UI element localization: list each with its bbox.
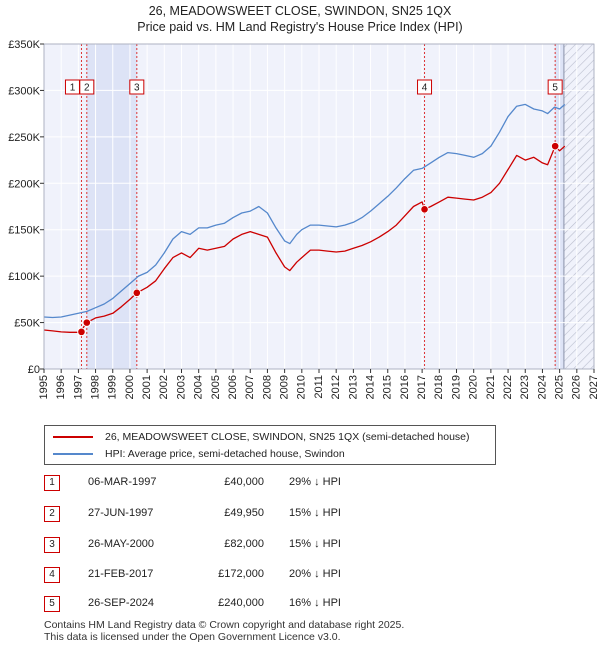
x-tick-label: 2006	[227, 375, 239, 399]
price-chart: 26, MEADOWSWEET CLOSE, SWINDON, SN25 1QX…	[8, 4, 600, 399]
transaction-number: 5	[44, 596, 60, 612]
x-tick-label: 2011	[313, 375, 325, 399]
transaction-price: £82,000	[224, 538, 264, 550]
chart-title: 26, MEADOWSWEET CLOSE, SWINDON, SN25 1QX	[149, 4, 452, 18]
sale-marker	[77, 327, 86, 337]
x-tick-label: 2001	[141, 375, 153, 399]
sale-label-box	[79, 79, 95, 95]
footer-copyright: Contains HM Land Registry data © Crown c…	[44, 619, 405, 631]
legend-item-property: 26, MEADOWSWEET CLOSE, SWINDON, SN25 1QX…	[53, 429, 470, 445]
x-tick-label: 2023	[519, 375, 531, 399]
sale-period-shade	[86, 44, 137, 369]
legend-line-hpi	[53, 453, 93, 455]
sale-marker	[420, 204, 429, 214]
x-tick-label: 2017	[416, 375, 428, 399]
x-tick-label: 2018	[433, 375, 445, 399]
sale-label: 5	[552, 83, 558, 94]
transaction-number: 2	[44, 506, 60, 522]
x-tick-label: 2005	[210, 375, 222, 399]
legend-label-property: 26, MEADOWSWEET CLOSE, SWINDON, SN25 1QX…	[105, 431, 470, 443]
transaction-date: 26-SEP-2024	[88, 597, 155, 609]
y-tick-label: £250K	[8, 132, 40, 144]
x-tick-label: 1999	[107, 375, 119, 399]
transaction-date: 06-MAR-1997	[88, 476, 157, 488]
transaction-number: 1	[44, 475, 60, 491]
x-tick-label: 2013	[347, 375, 359, 399]
transaction-price: £49,950	[224, 507, 264, 519]
chart-legend: 26, MEADOWSWEET CLOSE, SWINDON, SN25 1QX…	[44, 425, 496, 465]
y-tick-label: £50K	[14, 318, 40, 330]
transaction-price: £40,000	[224, 476, 264, 488]
x-tick-label: 2008	[261, 375, 273, 399]
x-tick-label: 2003	[175, 375, 187, 399]
transaction-hpi: 15% ↓ HPI	[289, 507, 341, 519]
transaction-number: 3	[44, 537, 60, 553]
y-tick-label: £0	[28, 364, 40, 376]
x-tick-label: 2014	[364, 375, 376, 399]
x-tick-label: 1996	[55, 375, 67, 399]
x-tick-label: 2024	[536, 375, 548, 399]
x-tick-label: 2002	[158, 375, 170, 399]
sale-marker	[550, 141, 560, 151]
x-tick-label: 2020	[468, 375, 480, 399]
x-tick-label: 2026	[571, 375, 583, 399]
x-tick-label: 2019	[450, 375, 462, 399]
sale-label-box	[417, 79, 433, 95]
x-tick-label: 2027	[588, 375, 600, 399]
transaction-hpi: 15% ↓ HPI	[289, 538, 341, 550]
sale-label-box	[129, 79, 145, 95]
transaction-date: 27-JUN-1997	[88, 507, 154, 519]
legend-label-hpi: HPI: Average price, semi-detached house,…	[105, 448, 345, 460]
sale-marker	[132, 288, 142, 298]
x-tick-label: 2012	[330, 375, 342, 399]
transaction-date: 26-MAY-2000	[88, 538, 155, 550]
hpi-series-line	[43, 103, 566, 319]
x-tick-label: 2016	[399, 375, 411, 399]
property-price-line	[43, 145, 566, 333]
y-tick-label: £200K	[8, 178, 40, 190]
transaction-hpi: 29% ↓ HPI	[289, 476, 341, 488]
sale-label: 2	[84, 83, 90, 94]
x-tick-label: 2025	[554, 375, 566, 399]
legend-line-property	[53, 436, 93, 438]
transaction-price: £172,000	[218, 568, 264, 580]
transaction-hpi: 16% ↓ HPI	[289, 597, 341, 609]
transaction-hpi: 20% ↓ HPI	[289, 568, 341, 580]
x-tick-label: 2004	[193, 375, 205, 399]
y-tick-label: £350K	[8, 39, 40, 51]
sale-label: 1	[70, 83, 76, 94]
x-tick-label: 2007	[244, 375, 256, 399]
sale-marker	[82, 318, 92, 327]
sale-label: 3	[134, 83, 140, 94]
sale-label: 4	[422, 83, 428, 94]
x-tick-label: 2015	[382, 375, 394, 399]
transaction-number: 4	[44, 567, 60, 583]
chart-subtitle: Price paid vs. HM Land Registry's House …	[137, 20, 462, 34]
x-tick-label: 1997	[72, 375, 84, 399]
x-tick-label: 1995	[38, 375, 50, 399]
x-tick-label: 2000	[124, 375, 136, 399]
transaction-price: £240,000	[218, 597, 264, 609]
x-tick-label: 2009	[279, 375, 291, 399]
footer-notice: Contains HM Land Registry data © Crown c…	[44, 619, 404, 643]
x-tick-label: 2021	[485, 375, 497, 399]
sale-label-box	[547, 79, 563, 95]
legend-item-hpi: HPI: Average price, semi-detached house,…	[53, 446, 345, 462]
x-tick-label: 2010	[296, 375, 308, 399]
x-tick-label: 1998	[89, 375, 101, 399]
y-tick-label: £300K	[8, 85, 40, 97]
footer-licence: This data is licensed under the Open Gov…	[44, 631, 341, 643]
y-tick-label: £100K	[8, 271, 40, 283]
x-tick-label: 2022	[502, 375, 514, 399]
forecast-hatch	[563, 44, 594, 369]
y-tick-label: £150K	[8, 225, 40, 237]
transaction-date: 21-FEB-2017	[88, 568, 154, 580]
